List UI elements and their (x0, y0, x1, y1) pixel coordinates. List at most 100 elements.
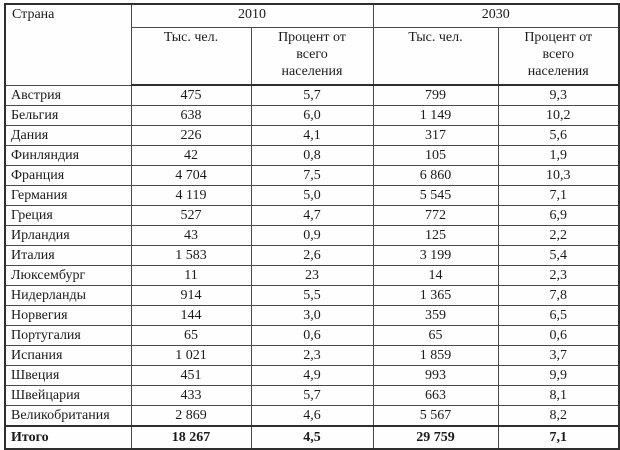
header-year-2010: 2010 (130, 3, 374, 28)
value-cell: 4,9 (250, 365, 374, 386)
country-cell: Греция (4, 205, 132, 226)
table-header: Страна 2010 2030 Тыс. чел. Процент от вс… (4, 3, 620, 86)
value-cell: 8,1 (497, 385, 620, 406)
table-row: Бельгия 638 6,0 1 149 10,2 (4, 105, 620, 126)
table-row: Швеция 451 4,9 993 9,9 (4, 365, 620, 386)
value-cell: 1 365 (372, 285, 499, 306)
country-cell: Норвегия (4, 305, 132, 326)
country-cell: Португалия (4, 325, 132, 346)
value-cell: 5 567 (372, 405, 499, 427)
country-cell: Швеция (4, 365, 132, 386)
table-row: Финляндия 42 0,8 105 1,9 (4, 145, 620, 166)
table-row: Швейцария 433 5,7 663 8,1 (4, 385, 620, 406)
header-row-subs: Тыс. чел. Процент от всего населения Тыс… (5, 27, 620, 86)
country-cell: Финляндия (4, 145, 132, 166)
country-cell: Ирландия (4, 225, 132, 246)
header-2030-thousands: Тыс. чел. (372, 27, 499, 86)
value-cell: 14 (372, 265, 499, 286)
header-row-years: Страна 2010 2030 (4, 3, 620, 86)
value-cell: 638 (130, 105, 252, 126)
value-cell: 475 (130, 84, 252, 106)
value-cell: 5,0 (250, 185, 374, 206)
value-cell: 1,9 (497, 145, 620, 166)
value-cell: 5,5 (250, 285, 374, 306)
value-cell: 4 704 (130, 165, 252, 186)
value-cell: 5,7 (250, 84, 374, 106)
table-row: Португалия 65 0,6 65 0,6 (4, 325, 620, 346)
value-cell: 527 (130, 205, 252, 226)
value-cell: 2,3 (497, 265, 620, 286)
value-cell: 7,1 (497, 185, 620, 206)
header-2010-thousands: Тыс. чел. (130, 27, 252, 86)
value-cell: 144 (130, 305, 252, 326)
country-cell: Великобритания (4, 405, 132, 427)
value-cell: 10,3 (497, 165, 620, 186)
value-cell: 125 (372, 225, 499, 246)
value-cell: 43 (130, 225, 252, 246)
value-cell: 65 (372, 325, 499, 346)
value-cell: 2,3 (250, 345, 374, 366)
table-row: Италия 1 583 2,6 3 199 5,4 (4, 245, 620, 266)
total-label-cell: Итого (4, 425, 132, 450)
value-cell: 0,9 (250, 225, 374, 246)
value-cell: 18 267 (130, 425, 252, 450)
value-cell: 5,7 (250, 385, 374, 406)
value-cell: 914 (130, 285, 252, 306)
header-2010-percent-label: Процент от всего населения (278, 30, 346, 79)
value-cell: 663 (372, 385, 499, 406)
value-cell: 2,6 (250, 245, 374, 266)
value-cell: 4,7 (250, 205, 374, 226)
value-cell: 0,6 (497, 325, 620, 346)
value-cell: 105 (372, 145, 499, 166)
header-2010-percent: Процент от всего населения (250, 27, 374, 86)
value-cell: 9,9 (497, 365, 620, 386)
value-cell: 5,4 (497, 245, 620, 266)
table-row: Франция 4 704 7,5 6 860 10,3 (4, 165, 620, 186)
table-row: Австрия 475 5,7 799 9,3 (4, 84, 620, 106)
value-cell: 2,2 (497, 225, 620, 246)
value-cell: 433 (130, 385, 252, 406)
value-cell: 11 (130, 265, 252, 286)
value-cell: 1 583 (130, 245, 252, 266)
population-table: Страна 2010 2030 Тыс. чел. Процент от вс… (4, 3, 620, 450)
country-cell: Германия (4, 185, 132, 206)
value-cell: 29 759 (372, 425, 499, 450)
value-cell: 4 119 (130, 185, 252, 206)
value-cell: 8,2 (497, 405, 620, 427)
value-cell: 226 (130, 125, 252, 146)
value-cell: 1 149 (372, 105, 499, 126)
value-cell: 7,8 (497, 285, 620, 306)
value-cell: 359 (372, 305, 499, 326)
value-cell: 9,3 (497, 84, 620, 106)
header-2030-percent: Процент от всего населения (497, 27, 620, 86)
value-cell: 4,1 (250, 125, 374, 146)
value-cell: 6,9 (497, 205, 620, 226)
table-row: Греция 527 4,7 772 6,9 (4, 205, 620, 226)
value-cell: 23 (250, 265, 374, 286)
country-cell: Швейцария (4, 385, 132, 406)
country-cell: Нидерланды (4, 285, 132, 306)
table-row: Дания 226 4,1 317 5,6 (4, 125, 620, 146)
value-cell: 7,5 (250, 165, 374, 186)
header-2030-percent-label: Процент от всего населения (524, 30, 593, 79)
value-cell: 4,5 (250, 425, 374, 450)
country-cell: Австрия (4, 84, 132, 106)
table-row: Люксембург 11 23 14 2,3 (4, 265, 620, 286)
value-cell: 772 (372, 205, 499, 226)
total-row: Итого 18 267 4,5 29 759 7,1 (4, 425, 620, 450)
value-cell: 5,6 (497, 125, 620, 146)
value-cell: 0,6 (250, 325, 374, 346)
table-row: Нидерланды 914 5,5 1 365 7,8 (4, 285, 620, 306)
value-cell: 2 869 (130, 405, 252, 427)
table-body: Австрия 475 5,7 799 9,3 Бельгия 638 6,0 1 149 10,… (4, 84, 620, 450)
value-cell: 7,1 (497, 425, 620, 450)
country-cell: Италия (4, 245, 132, 266)
country-cell: Франция (4, 165, 132, 186)
country-cell: Люксембург (4, 265, 132, 286)
value-cell: 1 021 (130, 345, 252, 366)
value-cell: 6,0 (250, 105, 374, 126)
table-row: Испания 1 021 2,3 1 859 3,7 (4, 345, 620, 366)
value-cell: 4,6 (250, 405, 374, 427)
value-cell: 3 199 (372, 245, 499, 266)
header-year-2030: 2030 (372, 3, 620, 28)
